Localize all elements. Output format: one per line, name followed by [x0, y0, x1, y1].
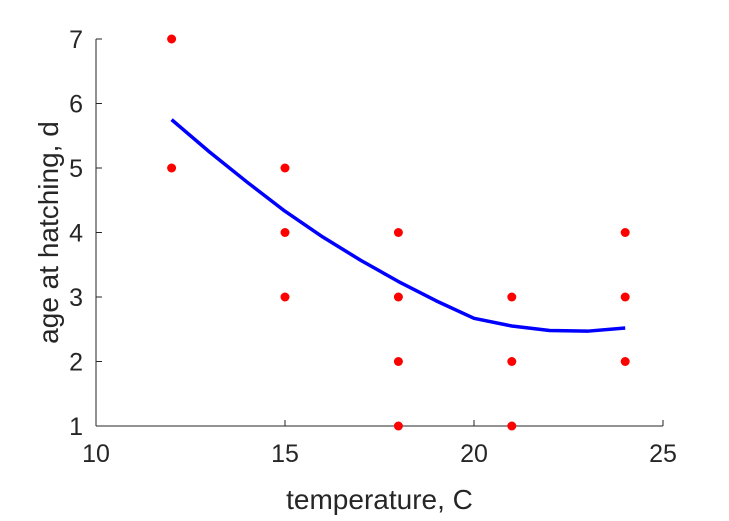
y-tick-label: 3: [69, 284, 83, 312]
x-axis-label: temperature, C: [286, 484, 473, 515]
x-tick-label: 25: [649, 440, 677, 468]
x-tick-label: 15: [271, 440, 299, 468]
y-tick-label: 7: [69, 26, 83, 54]
data-point: [393, 357, 403, 366]
y-tick-label: 5: [69, 155, 83, 183]
y-tick-label: 1: [69, 413, 83, 441]
y-tick-label: 4: [69, 220, 83, 248]
data-point: [393, 421, 403, 431]
data-point: [393, 228, 403, 237]
data-point: [507, 292, 517, 302]
data-point: [507, 357, 517, 366]
data-point: [620, 228, 630, 237]
data-point: [280, 228, 290, 237]
x-ticks: 10 15 20 25: [82, 420, 677, 468]
data-point: [167, 163, 177, 173]
data-point: [167, 34, 177, 44]
y-tick-label: 6: [69, 91, 83, 119]
data-point: [620, 357, 630, 366]
y-tick-label: 2: [69, 349, 83, 377]
y-axis-label: age at hatching, d: [33, 121, 64, 344]
data-point: [280, 163, 290, 173]
x-tick-label: 10: [82, 440, 110, 468]
fit-curve: [170, 118, 626, 333]
data-point: [393, 292, 403, 302]
data-point: [280, 292, 290, 302]
data-point: [507, 421, 517, 431]
x-tick-label: 20: [460, 440, 488, 468]
data-point: [620, 292, 630, 302]
axes: [95, 39, 663, 427]
plot-area: [167, 34, 630, 431]
y-ticks: 1 2 3 4 5 6 7: [69, 26, 102, 441]
